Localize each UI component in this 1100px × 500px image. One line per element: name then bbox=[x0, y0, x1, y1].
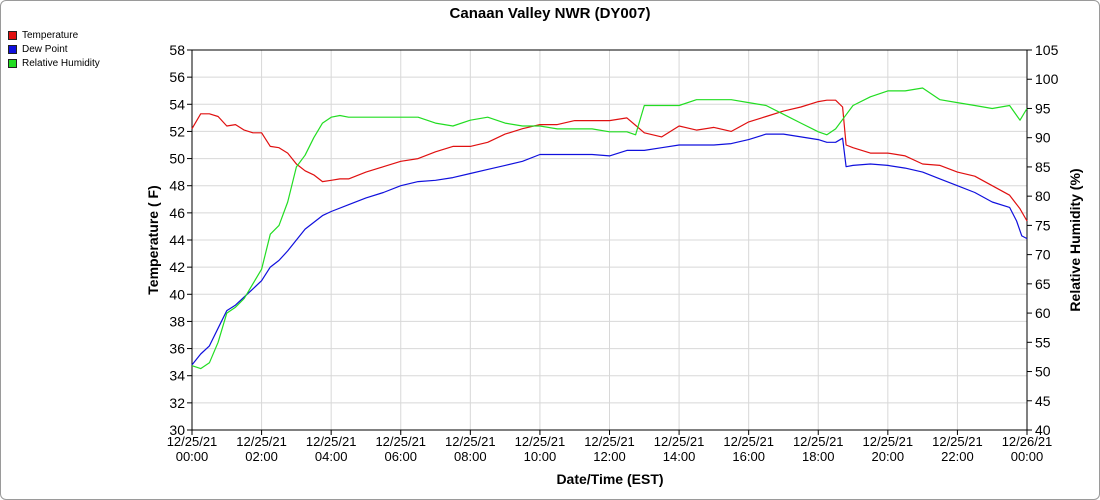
x-tick-label-date: 12/25/21 bbox=[932, 434, 983, 449]
x-tick-label-time: 22:00 bbox=[941, 449, 974, 464]
y2-tick-label: 50 bbox=[1035, 364, 1051, 380]
y-axis-title: Temperature ( F) bbox=[145, 185, 161, 294]
y2-tick-label: 105 bbox=[1035, 42, 1059, 58]
x-tick-label-date: 12/25/21 bbox=[793, 434, 844, 449]
y2-tick-label: 75 bbox=[1035, 217, 1051, 233]
x-tick-label-date: 12/25/21 bbox=[445, 434, 496, 449]
x-tick-label-date: 12/25/21 bbox=[236, 434, 287, 449]
x-tick-label-time: 00:00 bbox=[1011, 449, 1044, 464]
x-tick-label-date: 12/25/21 bbox=[654, 434, 705, 449]
x-tick-label-time: 04:00 bbox=[315, 449, 348, 464]
x-axis: 12/25/2100:0012/25/2102:0012/25/2104:001… bbox=[167, 430, 1053, 464]
y-tick-label: 40 bbox=[169, 286, 185, 302]
y-tick-label: 50 bbox=[169, 151, 185, 167]
y-tick-label: 54 bbox=[169, 96, 185, 112]
y-tick-label: 34 bbox=[169, 368, 185, 384]
x-tick-label-date: 12/25/21 bbox=[584, 434, 635, 449]
x-tick-label-time: 14:00 bbox=[663, 449, 696, 464]
x-tick-label-time: 20:00 bbox=[872, 449, 905, 464]
y-tick-label: 30 bbox=[169, 422, 185, 438]
y-tick-label: 42 bbox=[169, 259, 185, 275]
y-tick-label: 46 bbox=[169, 205, 185, 221]
dew-point-swatch-icon bbox=[8, 44, 17, 54]
y2-tick-label: 85 bbox=[1035, 159, 1051, 175]
legend-label: Temperature bbox=[22, 29, 79, 41]
y-tick-label: 52 bbox=[169, 123, 185, 139]
x-tick-label-time: 16:00 bbox=[732, 449, 765, 464]
y-tick-label: 44 bbox=[169, 232, 185, 248]
x-tick-label-date: 12/25/21 bbox=[375, 434, 426, 449]
chart-title: Canaan Valley NWR (DY007) bbox=[450, 5, 651, 22]
relative-humidity-series-line bbox=[191, 87, 1028, 370]
y2-tick-label: 60 bbox=[1035, 305, 1051, 321]
y-tick-label: 48 bbox=[169, 178, 185, 194]
x-tick-label-date: 12/25/21 bbox=[167, 434, 218, 449]
x-tick-label-date: 12/25/21 bbox=[723, 434, 774, 449]
legend-item-dew-point[interactable]: Dew Point bbox=[8, 42, 100, 56]
y2-tick-label: 40 bbox=[1035, 422, 1051, 438]
dew-point-series-line bbox=[191, 133, 1028, 366]
y2-tick-label: 100 bbox=[1035, 71, 1059, 87]
relative-humidity-swatch-icon bbox=[8, 58, 17, 68]
y-tick-label: 38 bbox=[169, 313, 185, 329]
x-tick-label-time: 00:00 bbox=[176, 449, 209, 464]
legend-item-temperature[interactable]: Temperature bbox=[8, 28, 100, 42]
legend: Temperature Dew Point Relative Humidity bbox=[8, 28, 100, 70]
x-tick-label-time: 08:00 bbox=[454, 449, 487, 464]
legend-label: Dew Point bbox=[22, 43, 68, 55]
x-tick-label-date: 12/26/21 bbox=[1002, 434, 1053, 449]
y2-tick-label: 55 bbox=[1035, 334, 1051, 350]
left-y-axis: 30 32 34 36 38 40 42 44 46 48 50 52 54 56 58 bbox=[169, 42, 192, 438]
series-layer bbox=[191, 87, 1028, 370]
x-tick-label-date: 12/25/21 bbox=[863, 434, 914, 449]
x-axis-title: Date/Time (EST) bbox=[556, 471, 663, 487]
y2-tick-label: 45 bbox=[1035, 393, 1051, 409]
x-tick-label-date: 12/25/21 bbox=[306, 434, 357, 449]
x-tick-label-date: 12/25/21 bbox=[515, 434, 566, 449]
grid-lines bbox=[191, 49, 1028, 431]
x-tick-label-time: 06:00 bbox=[384, 449, 417, 464]
y2-tick-label: 90 bbox=[1035, 130, 1051, 146]
x-tick-label-time: 10:00 bbox=[524, 449, 557, 464]
right-y-axis: 40 45 50 55 60 65 70 75 80 85 90 95 100 105 bbox=[1027, 42, 1059, 438]
x-tick-label-time: 02:00 bbox=[245, 449, 278, 464]
x-tick-label-time: 18:00 bbox=[802, 449, 835, 464]
y2-tick-label: 65 bbox=[1035, 276, 1051, 292]
x-tick-label-time: 12:00 bbox=[593, 449, 626, 464]
legend-item-relative-humidity[interactable]: Relative Humidity bbox=[8, 56, 100, 70]
y-tick-label: 36 bbox=[169, 341, 185, 357]
y-tick-label: 58 bbox=[169, 42, 185, 58]
temperature-series-line bbox=[191, 99, 1028, 222]
y2-tick-label: 80 bbox=[1035, 188, 1051, 204]
y2-axis-title: Relative Humidity (%) bbox=[1067, 168, 1083, 311]
y-tick-label: 32 bbox=[169, 395, 185, 411]
legend-label: Relative Humidity bbox=[22, 57, 100, 69]
y-tick-label: 56 bbox=[169, 69, 185, 85]
temperature-swatch-icon bbox=[8, 30, 17, 40]
y2-tick-label: 70 bbox=[1035, 247, 1051, 263]
y2-tick-label: 95 bbox=[1035, 100, 1051, 116]
